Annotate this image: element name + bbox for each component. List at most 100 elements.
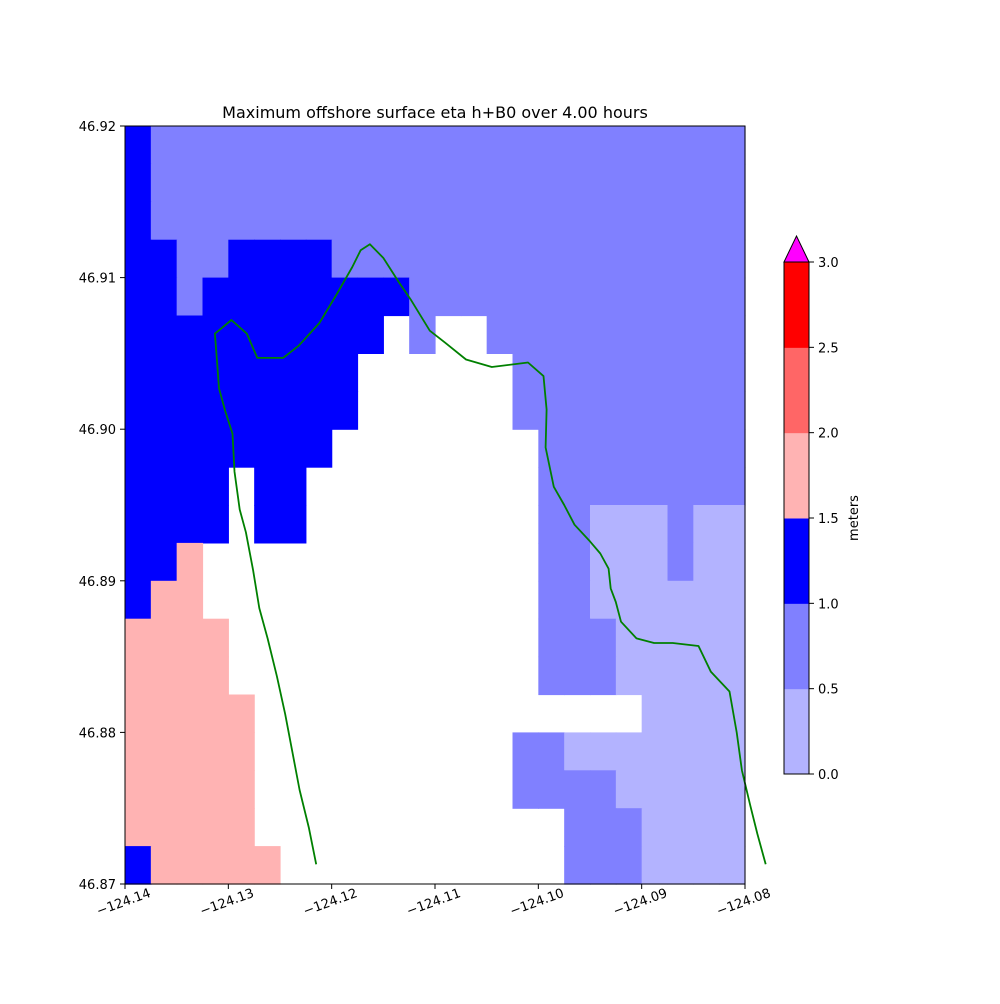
heatmap-cell (615, 505, 643, 544)
heatmap-cell (228, 732, 255, 771)
heatmap-cell (615, 846, 643, 885)
heatmap-cell (176, 694, 204, 733)
heatmap-cell (719, 391, 746, 430)
heatmap-cell (176, 277, 204, 317)
heatmap-cell (280, 239, 307, 279)
heatmap-cell (202, 201, 229, 241)
heatmap-cell (176, 732, 204, 771)
heatmap-cell (280, 315, 307, 354)
heatmap-cell (667, 505, 694, 544)
heatmap-cell (590, 770, 617, 809)
heatmap-cell (228, 277, 255, 317)
heatmap-cell (202, 353, 229, 392)
heatmap-cell (280, 163, 307, 203)
heatmap-cell (641, 277, 669, 317)
heatmap-cell (305, 353, 333, 392)
heatmap-cell (538, 542, 565, 582)
heatmap-cell (667, 315, 694, 354)
heatmap-cell (228, 201, 255, 241)
heatmap-cell (590, 163, 617, 203)
heatmap-cell (125, 808, 152, 847)
heatmap-cell (125, 694, 152, 733)
heatmap-cell (202, 732, 229, 771)
heatmap-cell (538, 618, 565, 658)
colorbar-label: meters (847, 495, 862, 541)
heatmap-cell (150, 732, 178, 771)
heatmap-cell (202, 694, 229, 733)
heatmap-cell (202, 239, 229, 279)
x-tick-label: −124.13 (198, 886, 256, 919)
heatmap-cell (125, 732, 152, 771)
heatmap-cell (176, 126, 204, 165)
heatmap-cell (150, 315, 178, 354)
heatmap-cell (641, 542, 669, 582)
heatmap-cell (125, 467, 152, 506)
heatmap-cell (254, 391, 281, 430)
heatmap-cell (357, 163, 384, 203)
heatmap-cell (667, 201, 694, 241)
heatmap-cell (641, 315, 669, 354)
heatmap-cell (176, 505, 204, 544)
heatmap-cell (590, 542, 617, 582)
heatmap-cell (150, 353, 178, 392)
heatmap-cell (667, 618, 694, 658)
heatmap-cell (228, 126, 255, 165)
heatmap-cell (615, 353, 643, 392)
heatmap-cell (435, 126, 462, 165)
heatmap-cell (667, 808, 694, 847)
heatmap-cell (693, 846, 720, 885)
heatmap-cell (564, 808, 591, 847)
heatmap-cell (719, 353, 746, 392)
x-tick-label: −124.12 (301, 886, 359, 919)
heatmap-cell (564, 542, 591, 582)
heatmap-cell (254, 429, 281, 468)
heatmap-cell (125, 542, 152, 582)
heatmap-cell (641, 808, 669, 847)
heatmap-cell (590, 201, 617, 241)
heatmap-cell (150, 808, 178, 847)
heatmap-cell (590, 353, 617, 392)
heatmap-cell (538, 505, 565, 544)
heatmap-cell (590, 618, 617, 658)
heatmap-cell (357, 277, 384, 317)
heatmap-cell (383, 163, 410, 203)
heatmap-cell (693, 694, 720, 733)
heatmap-cell (150, 505, 178, 544)
heatmap-cell (564, 467, 591, 506)
heatmap-cell (693, 542, 720, 582)
heatmap-cell (202, 163, 229, 203)
heatmap-cell (280, 201, 307, 241)
heatmap-cell (125, 126, 152, 165)
heatmap-cell (125, 656, 152, 696)
heatmap-cell (150, 277, 178, 317)
heatmap-cell (150, 163, 178, 203)
heatmap-cell (719, 808, 746, 847)
heatmap-cell (383, 277, 410, 317)
heatmap-cell (150, 618, 178, 658)
heatmap-cell (615, 656, 643, 696)
heatmap-cell (254, 126, 281, 165)
heatmap-cell (667, 846, 694, 885)
colorbar-tick-label: 1.0 (818, 597, 839, 612)
heatmap-cell (512, 391, 539, 430)
heatmap-cells (125, 126, 746, 885)
heatmap-cell (486, 126, 514, 165)
heatmap-cell (254, 239, 281, 279)
x-tick-label: −124.10 (508, 886, 566, 919)
heatmap-cell (512, 201, 539, 241)
heatmap-cell (538, 277, 565, 317)
colorbar-tick-label: 3.0 (818, 256, 839, 271)
heatmap-cell (615, 126, 643, 165)
heatmap-cell (125, 239, 152, 279)
heatmap-cell (305, 239, 333, 279)
heatmap-cell (615, 315, 643, 354)
heatmap-cell (280, 429, 307, 468)
heatmap-cell (280, 277, 307, 317)
heatmap-cell (538, 163, 565, 203)
heatmap-cell (150, 467, 178, 506)
heatmap-cell (305, 277, 333, 317)
heatmap-cell (590, 239, 617, 279)
heatmap-cell (719, 580, 746, 620)
